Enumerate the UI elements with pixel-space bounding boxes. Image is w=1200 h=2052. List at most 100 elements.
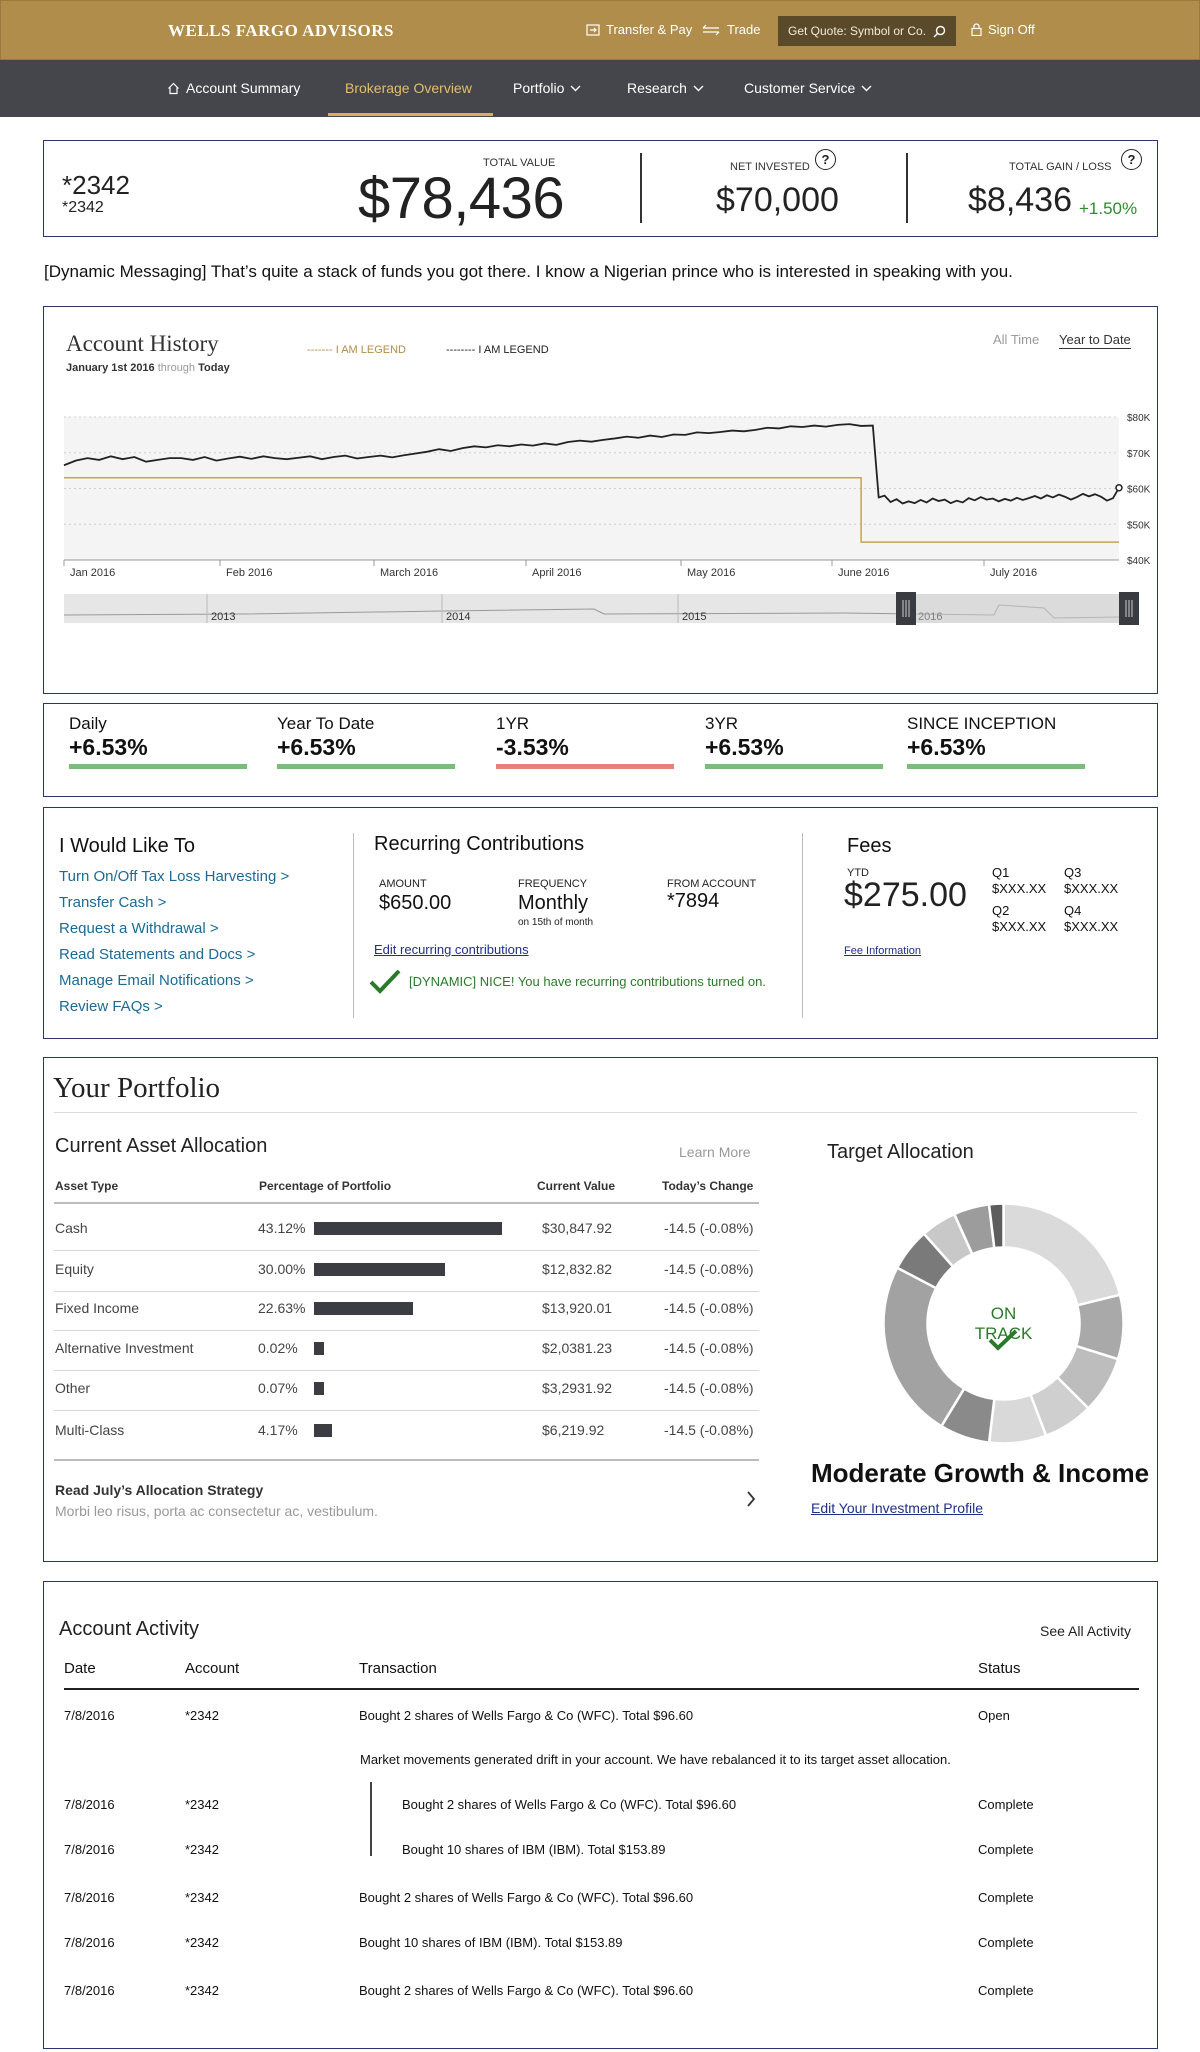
strategy-description: Morbi leo risus, porta ac consectetur ac… — [55, 1503, 378, 1519]
fee-information-link[interactable]: Fee Information — [844, 945, 922, 957]
donut-segment — [882, 1266, 966, 1428]
portfolio-title: Your Portfolio — [53, 1072, 221, 1104]
return-label: 1YR — [496, 714, 530, 733]
return-value: +6.53% — [907, 734, 986, 760]
activity-transaction[interactable]: Bought 10 shares of IBM (IBM). Total $15… — [402, 1842, 666, 1857]
asset-pct: 43.12% — [258, 1220, 306, 1236]
activity-account: *2342 — [185, 1797, 219, 1812]
allocation-bar — [314, 1382, 324, 1395]
fees-title: Fees — [847, 835, 892, 857]
asset-pct: 22.63% — [258, 1300, 306, 1316]
activity-status: Complete — [978, 1935, 1034, 1950]
brand-logo[interactable]: WELLS FARGO ADVISORS — [168, 21, 395, 40]
strategy-title[interactable]: Read July’s Allocation Strategy — [55, 1482, 264, 1498]
col-account: Account — [185, 1660, 240, 1677]
y-tick-label: $80K — [1127, 413, 1151, 424]
divider — [64, 1688, 1139, 1690]
return-value: +6.53% — [705, 734, 784, 760]
search-icon[interactable] — [933, 25, 946, 38]
active-nav-indicator — [328, 113, 493, 116]
trade-link[interactable]: Trade — [701, 22, 760, 37]
dynamic-message: [Dynamic Messaging] That’s quite a stack… — [44, 262, 1013, 281]
top-bar: WELLS FARGO ADVISORS Transfer & Pay Trad… — [0, 0, 1200, 60]
nav-customer-service[interactable]: Customer Service — [744, 80, 872, 96]
edit-investment-profile-link[interactable]: Edit Your Investment Profile — [811, 1500, 983, 1516]
time-option-all[interactable]: All Time — [993, 332, 1040, 347]
fee-quarter-value: $XXX.XX — [1064, 919, 1119, 934]
return-bar — [496, 764, 674, 769]
trade-label: Trade — [727, 22, 761, 37]
legend-invested: ------- I AM LEGEND — [307, 344, 406, 356]
y-tick-label: $50K — [1127, 520, 1151, 531]
nav-account-summary[interactable]: Account Summary — [167, 80, 300, 96]
divider — [802, 833, 803, 1018]
asset-type: Other — [55, 1380, 91, 1396]
asset-change: -14.5 (-0.08%) — [664, 1220, 754, 1236]
help-icon[interactable]: ? — [815, 149, 836, 170]
chevron-right-icon[interactable] — [746, 1490, 756, 1508]
transfer-pay-link[interactable]: Transfer & Pay — [586, 22, 692, 37]
activity-transaction[interactable]: Bought 2 shares of Wells Fargo & Co (WFC… — [402, 1797, 737, 1812]
fees-ytd-label: YTD — [847, 867, 869, 879]
quote-search-input[interactable]: Get Quote: Symbol or Co. — [778, 16, 956, 46]
nav-brokerage-overview[interactable]: Brokerage Overview — [345, 80, 472, 96]
asset-change: -14.5 (-0.08%) — [664, 1380, 754, 1396]
activity-transaction[interactable]: Bought 2 shares of Wells Fargo & Co (WFC… — [359, 1983, 694, 1998]
activity-account: *2342 — [185, 1935, 219, 1950]
asset-pct: 0.02% — [258, 1340, 298, 1356]
on-track-label: ON TRACK — [974, 1304, 1033, 1343]
activity-transaction[interactable]: Bought 2 shares of Wells Fargo & Co (WFC… — [359, 1708, 694, 1723]
activity-date: 7/8/2016 — [64, 1797, 115, 1812]
total-value-label: TOTAL VALUE — [483, 157, 556, 169]
account-history-chart[interactable]: $80K $70K $60K $50K $40K Jan 2016 Feb 2016 Marc… — [44, 397, 1157, 693]
donut-segment — [987, 1202, 1005, 1250]
allocation-bar — [314, 1342, 324, 1355]
activity-date: 7/8/2016 — [64, 1842, 115, 1857]
help-icon[interactable]: ? — [1121, 149, 1142, 170]
sign-off-link[interactable]: Sign Off — [971, 22, 1035, 37]
divider — [906, 153, 908, 223]
link-request-withdrawal[interactable]: Request a Withdrawal > — [59, 920, 219, 937]
return-label: SINCE INCEPTION — [907, 714, 1057, 733]
learn-more-link[interactable]: Learn More — [679, 1144, 751, 1160]
link-email-notifications[interactable]: Manage Email Notifications > — [59, 972, 254, 989]
activity-account: *2342 — [185, 1983, 219, 1998]
chevron-down-icon — [570, 85, 581, 91]
target-allocation-donut — [882, 1202, 1125, 1445]
nav-label: Customer Service — [744, 80, 856, 96]
activity-account: *2342 — [185, 1708, 219, 1723]
fees-ytd-value: $275.00 — [844, 876, 967, 914]
return-3yr: 3YR +6.53% — [705, 714, 883, 769]
from-account-value: *7894 — [667, 890, 720, 912]
divider — [640, 153, 642, 223]
nav-portfolio[interactable]: Portfolio — [513, 80, 581, 96]
link-transfer-cash[interactable]: Transfer Cash > — [59, 894, 167, 911]
return-bar — [907, 764, 1085, 769]
date-start: January 1st 2016 — [66, 362, 155, 374]
total-gain-value: $8,436 — [968, 181, 1072, 219]
activity-status: Complete — [978, 1983, 1034, 1998]
nav-label: Research — [627, 80, 687, 96]
link-tax-loss-harvesting[interactable]: Turn On/Off Tax Loss Harvesting > — [59, 868, 290, 885]
frequency-value: Monthly — [518, 892, 589, 914]
time-option-ytd[interactable]: Year to Date — [1059, 332, 1131, 349]
asset-pct: 4.17% — [258, 1422, 298, 1438]
nav-research[interactable]: Research — [627, 80, 704, 96]
account-history-date-range: January 1st 2016 through Today — [66, 362, 230, 374]
return-value: +6.53% — [277, 734, 356, 760]
link-statements-docs[interactable]: Read Statements and Docs > — [59, 946, 256, 963]
see-all-activity-link[interactable]: See All Activity — [1040, 1623, 1132, 1639]
asset-type: Fixed Income — [55, 1300, 140, 1316]
activity-transaction[interactable]: Bought 10 shares of IBM (IBM). Total $15… — [359, 1935, 623, 1950]
asset-value: $2,0381.23 — [542, 1340, 613, 1356]
profile-name: Moderate Growth & Income — [811, 1458, 1150, 1488]
fee-q1: Q1 $XXX.XX — [992, 865, 1046, 897]
date-through: through — [157, 362, 196, 374]
net-invested-label: NET INVESTED — [730, 161, 810, 173]
link-review-faqs[interactable]: Review FAQs > — [59, 998, 163, 1015]
edit-recurring-link[interactable]: Edit recurring contributions — [374, 942, 529, 957]
series-line-value — [63, 423, 1120, 505]
fee-quarter-value: $XXX.XX — [992, 919, 1047, 934]
checkmark-icon — [988, 1329, 1018, 1351]
activity-transaction[interactable]: Bought 2 shares of Wells Fargo & Co (WFC… — [359, 1890, 694, 1905]
